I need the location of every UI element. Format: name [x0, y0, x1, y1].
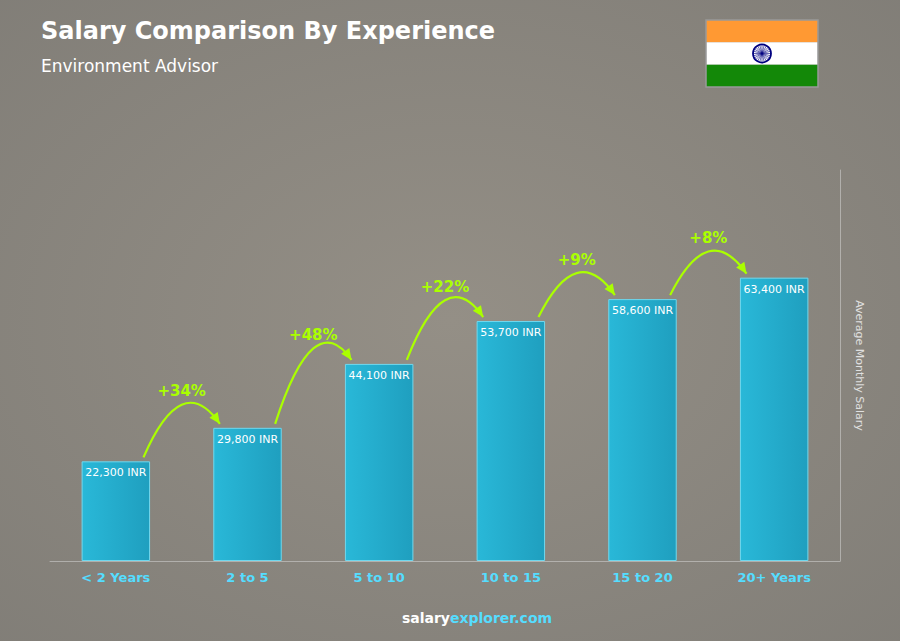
svg-text:29,800 INR: 29,800 INR — [217, 433, 278, 446]
svg-text:15 to 20: 15 to 20 — [612, 570, 672, 585]
svg-text:63,400 INR: 63,400 INR — [744, 283, 805, 296]
svg-text:explorer.com: explorer.com — [450, 610, 552, 626]
svg-text:Environment Advisor: Environment Advisor — [41, 56, 218, 76]
svg-text:+22%: +22% — [421, 278, 469, 296]
svg-text:salary: salary — [402, 610, 450, 626]
svg-text:58,600 INR: 58,600 INR — [612, 304, 673, 317]
svg-text:+48%: +48% — [289, 326, 337, 344]
svg-text:20+ Years: 20+ Years — [737, 570, 811, 585]
svg-text:2 to 5: 2 to 5 — [226, 570, 268, 585]
svg-text:Salary Comparison By Experienc: Salary Comparison By Experience — [41, 17, 495, 45]
svg-text:53,700 INR: 53,700 INR — [480, 326, 541, 339]
svg-text:22,300 INR: 22,300 INR — [85, 466, 146, 479]
svg-text:+8%: +8% — [689, 229, 727, 247]
svg-text:10 to 15: 10 to 15 — [481, 570, 541, 585]
svg-text:5 to 10: 5 to 10 — [353, 570, 404, 585]
svg-text:Average Monthly Salary: Average Monthly Salary — [853, 300, 866, 431]
svg-text:< 2 Years: < 2 Years — [81, 570, 150, 585]
svg-text:+9%: +9% — [558, 251, 596, 269]
svg-text:+34%: +34% — [157, 382, 205, 400]
svg-text:44,100 INR: 44,100 INR — [349, 369, 410, 382]
